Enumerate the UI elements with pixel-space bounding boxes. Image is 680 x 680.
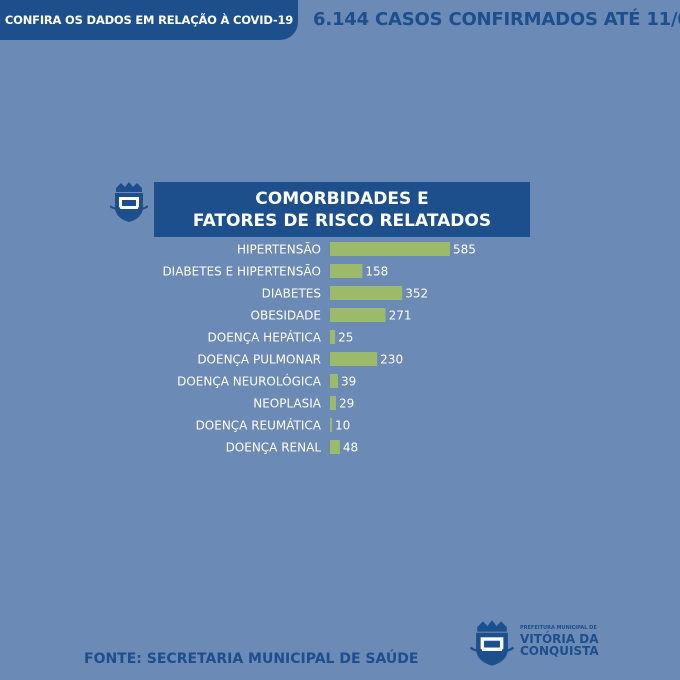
value-label: 48 <box>343 441 358 455</box>
value-label: 158 <box>365 265 388 279</box>
value-label: 10 <box>335 419 350 433</box>
bar <box>330 242 450 256</box>
source-text: FONTE: SECRETARIA MUNICIPAL DE SAÚDE <box>84 651 419 667</box>
city-crest-footer-icon <box>470 620 514 666</box>
chart-title-box: COMORBIDADES E FATORES DE RISCO RELATADO… <box>154 182 530 237</box>
value-label: 230 <box>380 353 403 367</box>
category-label: DIABETES <box>262 287 321 301</box>
value-label: 271 <box>389 309 412 323</box>
bar <box>330 264 363 278</box>
city-name-line2: CONQUISTA <box>520 644 599 658</box>
city-name: PREFEITURA MUNICIPAL DE VITÓRIA DA CONQU… <box>520 625 599 658</box>
confirmed-cases-text: 6.144 CASOS CONFIRMADOS ATÉ 11/09 <box>313 9 680 30</box>
category-label: NEOPLASIA <box>253 397 322 411</box>
header-tab: CONFIRA OS DADOS EM RELAÇÃO À COVID-19 <box>0 0 298 40</box>
chart-title-line2: FATORES DE RISCO RELATADOS <box>192 210 492 231</box>
value-label: 39 <box>341 375 356 389</box>
category-label: DOENÇA HEPÁTICA <box>208 330 322 345</box>
bar <box>330 286 403 300</box>
value-label: 585 <box>453 243 476 257</box>
category-label: DOENÇA PULMONAR <box>197 353 321 367</box>
bar <box>330 396 336 410</box>
city-name-line1: VITÓRIA DA <box>520 632 599 646</box>
bar <box>330 440 340 454</box>
bar <box>330 352 378 366</box>
city-hall-label: PREFEITURA MUNICIPAL DE <box>520 625 597 631</box>
category-label: DOENÇA REUMÁTICA <box>196 418 322 433</box>
bar <box>330 308 386 322</box>
category-label: DOENÇA RENAL <box>226 441 322 455</box>
category-label: HIPERTENSÃO <box>237 242 321 257</box>
category-label: DIABETES E HIPERTENSÃO <box>162 264 321 279</box>
value-label: 25 <box>338 331 353 345</box>
city-hall-logo: PREFEITURA MUNICIPAL DE VITÓRIA DA CONQU… <box>470 618 610 668</box>
city-crest-icon <box>110 182 148 222</box>
category-label: DOENÇA NEUROLÓGICA <box>177 374 322 389</box>
header-tab-text: CONFIRA OS DADOS EM RELAÇÃO À COVID-19 <box>4 13 294 27</box>
category-label: OBESIDADE <box>251 309 321 323</box>
bar <box>330 330 336 344</box>
value-label: 352 <box>405 287 428 301</box>
bar <box>330 374 338 388</box>
chart-title-line1: COMORBIDADES E <box>255 188 429 209</box>
value-label: 29 <box>339 397 354 411</box>
bar <box>330 418 333 432</box>
